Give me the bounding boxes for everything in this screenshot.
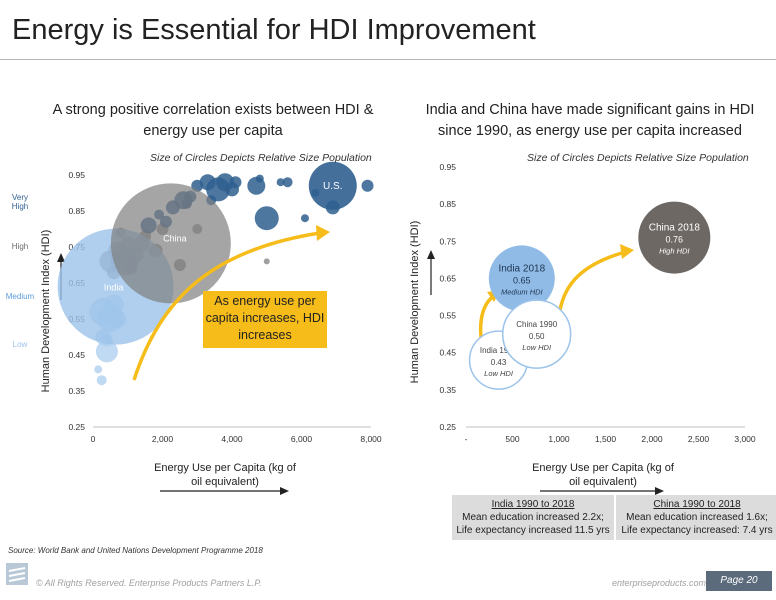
- left-y-tick-label: 0.95: [68, 170, 85, 180]
- india-summary-box: India 1990 to 2018 Mean education increa…: [452, 495, 614, 540]
- hdi-category-label: Medium: [5, 292, 35, 301]
- bubble-name-label: India 1990: [480, 346, 518, 355]
- right-y-tick-label: 0.75: [439, 236, 456, 246]
- china-bubble-label: China: [163, 233, 187, 243]
- left-y-tick-label: 0.25: [68, 422, 85, 432]
- bubble-india-2018: [488, 245, 555, 312]
- left-x-axis-title: Energy Use per Capita (kg of oil equival…: [154, 462, 296, 488]
- right-y-axis-arrowhead: [427, 250, 435, 259]
- bubble-hdi-value: 0.50: [529, 332, 545, 341]
- left-data-bubble: [282, 177, 293, 188]
- right-y-tick-label: 0.95: [439, 162, 456, 172]
- right-x-tick-label: 3,000: [734, 434, 756, 444]
- china-growth-arrowhead: [620, 244, 634, 259]
- left-y-tick-label: 0.35: [68, 386, 85, 396]
- hdi-category-label: Very High: [11, 193, 29, 211]
- india-box-heading: India 1990 to 2018: [491, 499, 575, 510]
- left-data-bubble: [96, 375, 107, 386]
- india-box-line2: Life expectancy increased 11.5 yrs: [456, 525, 610, 536]
- page-number: Page 20: [706, 571, 772, 591]
- us-bubble: [308, 161, 357, 210]
- right-x-tick-label: 1,000: [548, 434, 570, 444]
- left-y-tick-label: 0.45: [68, 350, 85, 360]
- china-box-heading: China 1990 to 2018: [653, 499, 741, 510]
- trend-arrow-curve: [132, 231, 321, 381]
- bubble-hdi-value: 0.65: [513, 275, 531, 285]
- bubble-china-2018: [638, 201, 711, 274]
- left-y-tick-label: 0.85: [68, 206, 85, 216]
- bubble-category-label: Low HDI: [484, 369, 513, 378]
- left-x-tick-label: 8,000: [360, 434, 382, 444]
- left-data-bubble: [95, 340, 118, 363]
- right-x-tick-label: 2,500: [688, 434, 710, 444]
- right-x-axis-arrowhead: [655, 487, 664, 495]
- china-growth-arrow: [558, 250, 626, 311]
- china-bubble: [110, 183, 231, 304]
- bubble-hdi-value: 0.76: [666, 235, 684, 245]
- right-x-tick-label: 2,000: [641, 434, 663, 444]
- trend-arrowhead: [316, 225, 330, 241]
- left-x-tick-label: 2,000: [152, 434, 174, 444]
- india-bubble-label: India: [104, 283, 124, 293]
- india-box-line1: Mean education increased 2.2x;: [462, 512, 604, 523]
- left-data-bubble: [94, 365, 103, 374]
- left-x-tick-label: 0: [91, 434, 96, 444]
- right-y-tick-label: 0.85: [439, 199, 456, 209]
- left-data-bubble: [300, 214, 309, 223]
- bubble-hdi-value: 0.43: [491, 358, 507, 367]
- hdi-category-label: High: [11, 242, 29, 251]
- china-box-line2: Life expectancy increased: 7.4 yrs: [621, 525, 773, 536]
- right-y-tick-label: 0.25: [439, 422, 456, 432]
- right-size-note: Size of Circles Depicts Relative Size Po…: [527, 152, 749, 164]
- right-y-tick-label: 0.55: [439, 311, 456, 321]
- left-data-bubble: [229, 176, 242, 189]
- right-x-axis-title: Energy Use per Capita (kg of oil equival…: [532, 462, 674, 488]
- left-x-tick-label: 4,000: [221, 434, 243, 444]
- title-divider: [0, 59, 776, 60]
- right-x-tick-label: -: [465, 434, 468, 444]
- china-box-line1: Mean education increased 1.6x;: [626, 512, 768, 523]
- left-data-bubble: [361, 179, 374, 192]
- bubble-name-label: China 1990: [516, 320, 557, 329]
- website-text: enterpriseproducts.com: [612, 578, 707, 588]
- bubble-china-1990: [501, 299, 572, 369]
- left-size-note: Size of Circles Depicts Relative Size Po…: [150, 152, 372, 164]
- left-x-tick-label: 6,000: [291, 434, 313, 444]
- source-note: Source: World Bank and United Nations De…: [8, 546, 263, 555]
- left-y-axis-title: Human Development Index (HDI): [40, 230, 52, 393]
- right-y-tick-label: 0.45: [439, 348, 456, 358]
- us-bubble-label: U.S.: [323, 181, 342, 192]
- right-chart-subtitle: India and China have made significant ga…: [425, 102, 755, 139]
- bubble-name-label: India 2018: [498, 263, 545, 274]
- bubble-category-label: Low HDI: [522, 343, 551, 352]
- page-title: Energy is Essential for HDI Improvement: [12, 14, 536, 46]
- left-data-bubble: [254, 206, 279, 231]
- left-x-axis-arrowhead: [280, 487, 289, 495]
- left-data-bubble: [276, 178, 285, 187]
- left-data-bubble: [263, 258, 270, 265]
- company-logo-icon: [6, 563, 28, 585]
- hdi-category-label: Low: [12, 340, 28, 349]
- right-y-tick-label: 0.65: [439, 273, 456, 283]
- callout-box: As energy use per capita increases, HDI …: [203, 291, 327, 348]
- right-y-tick-label: 0.35: [439, 385, 456, 395]
- bubble-category-label: High HDI: [659, 247, 689, 256]
- copyright-text: © All Rights Reserved. Enterprise Produc…: [36, 578, 262, 588]
- bubble-name-label: China 2018: [649, 223, 701, 234]
- left-data-bubble: [255, 174, 264, 183]
- left-chart-subtitle: A strong positive correlation exists bet…: [52, 102, 374, 139]
- right-x-tick-label: 1,500: [595, 434, 617, 444]
- right-x-tick-label: 500: [505, 434, 519, 444]
- bubble-category-label: Medium HDI: [501, 287, 543, 296]
- right-y-axis-title: Human Development Index (HDI): [409, 221, 421, 384]
- china-summary-box: China 1990 to 2018 Mean education increa…: [616, 495, 776, 540]
- left-y-axis-arrowhead: [57, 253, 65, 262]
